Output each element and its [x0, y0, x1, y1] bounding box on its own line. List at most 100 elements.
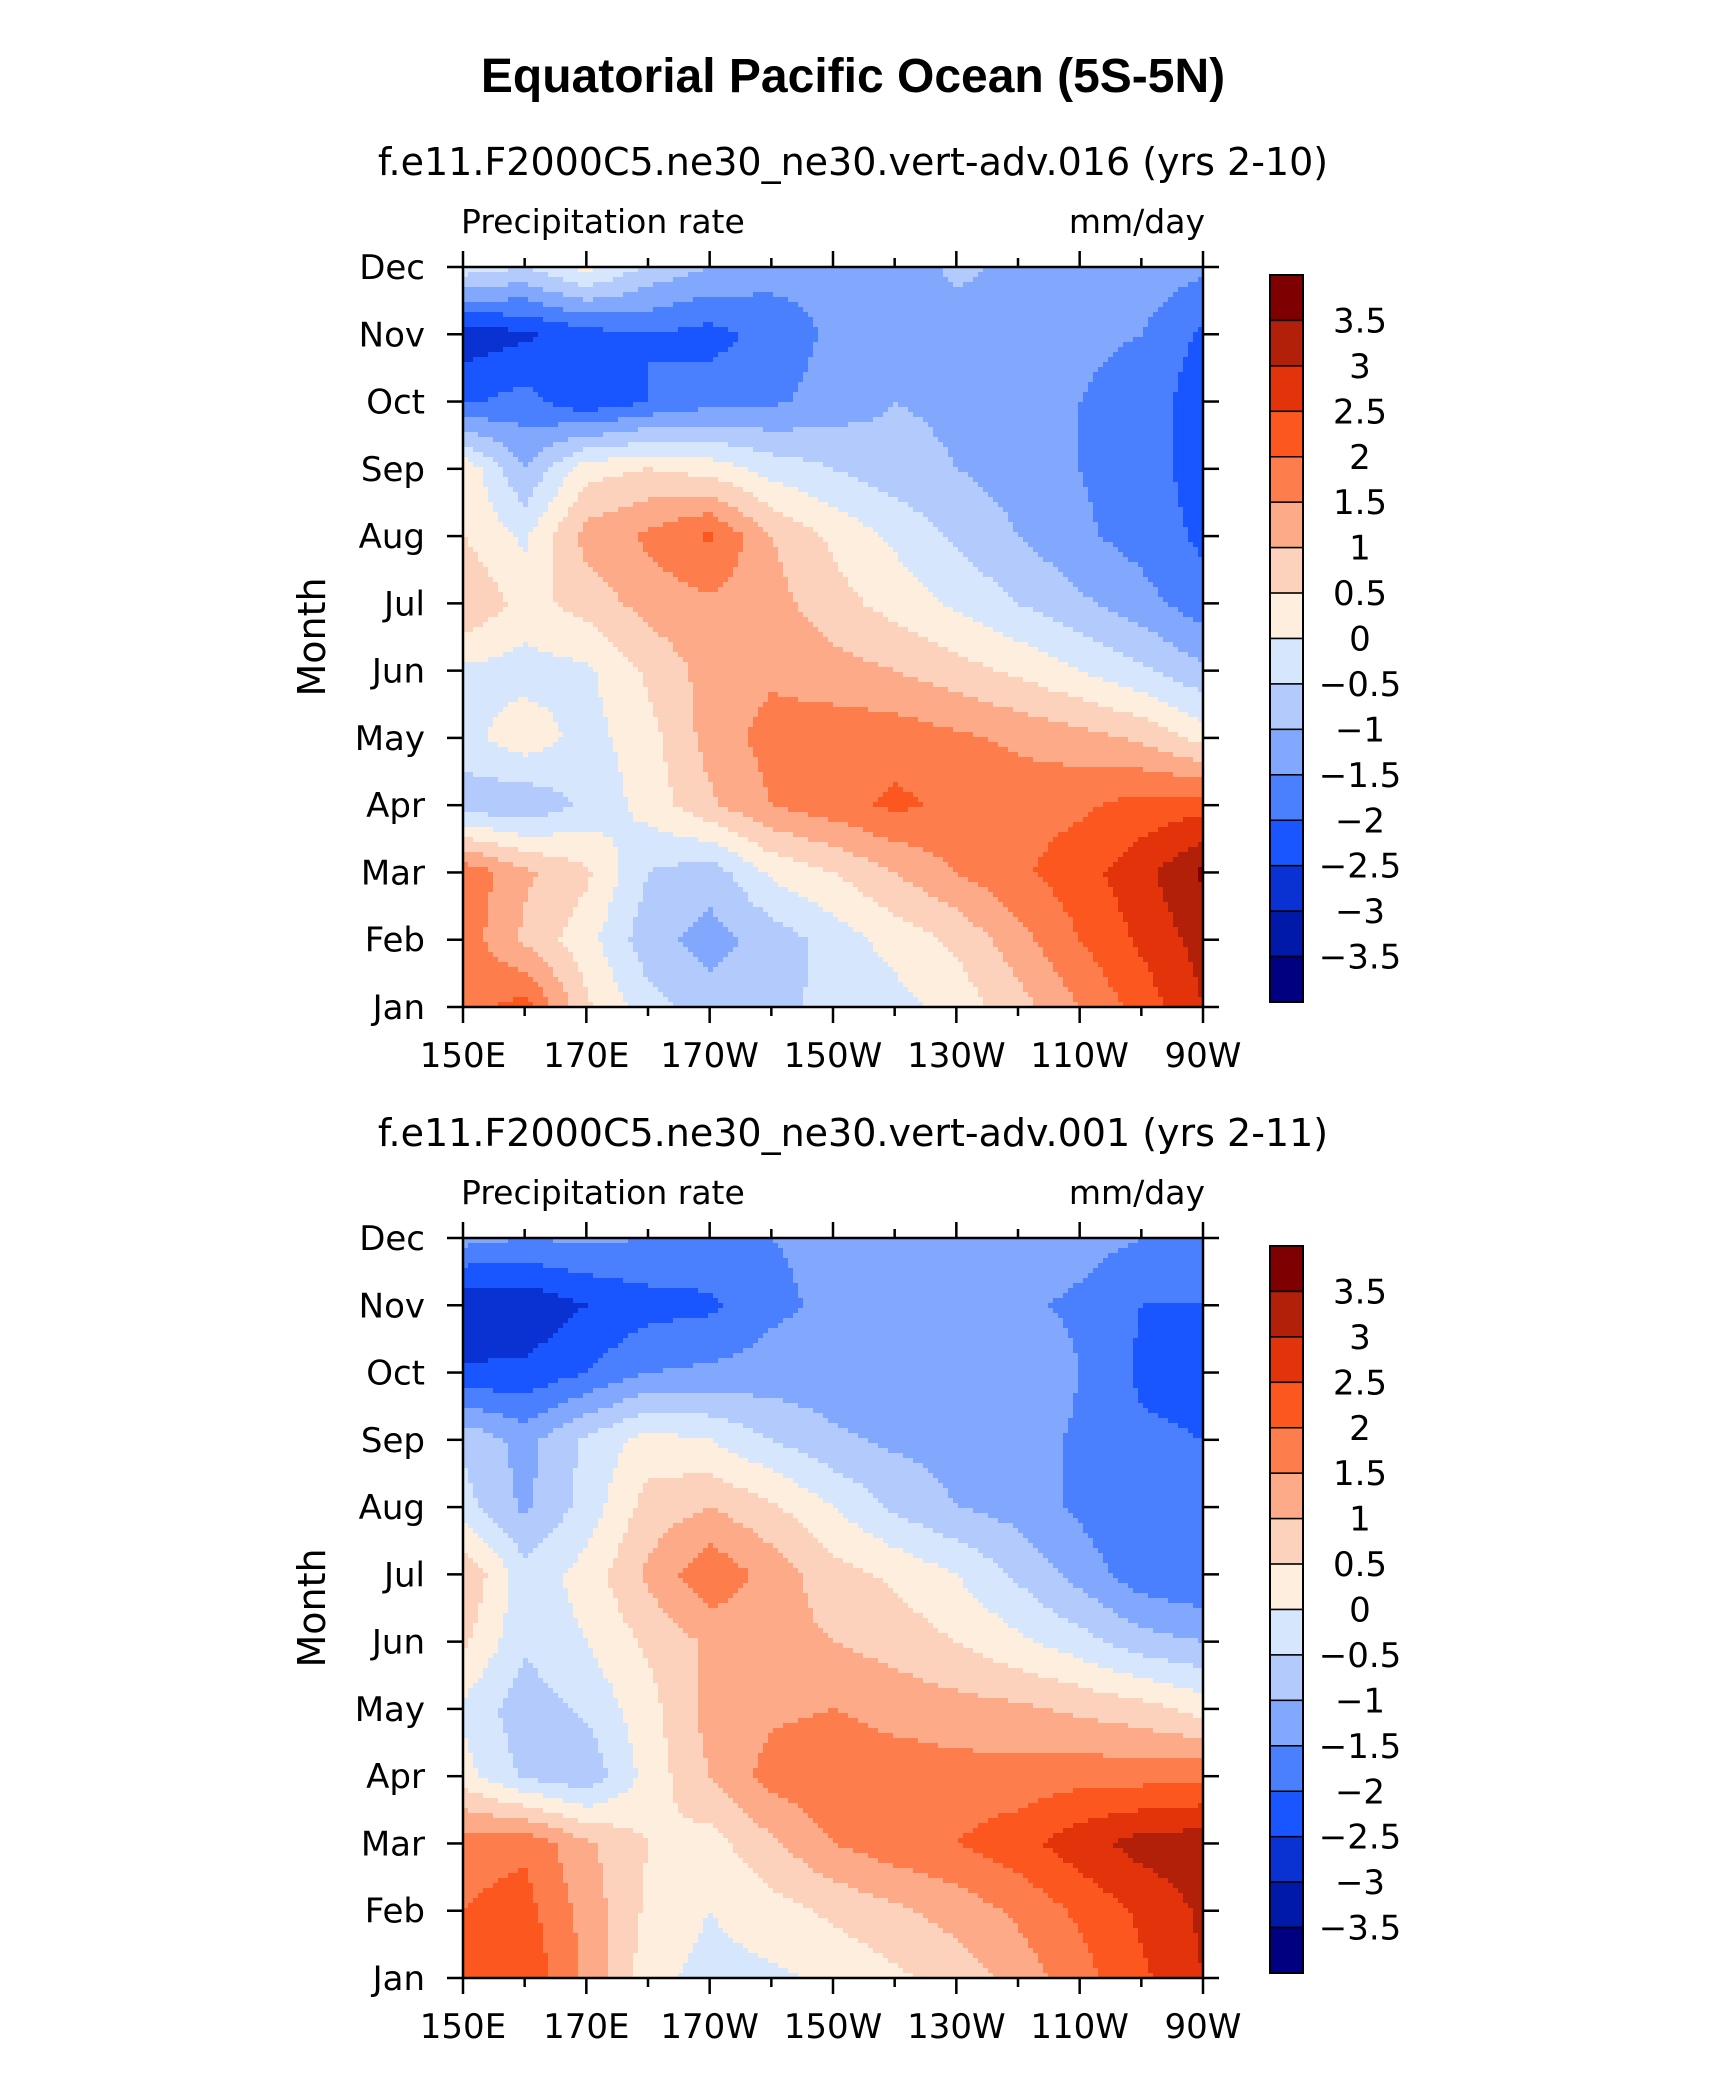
- contour-cell: [698, 367, 704, 373]
- contour-cell: [793, 347, 799, 353]
- contour-cell: [1073, 282, 1079, 288]
- contour-cell: [478, 382, 484, 388]
- contour-cell: [548, 282, 554, 288]
- contour-cell: [953, 407, 959, 413]
- contour-cell: [598, 337, 604, 343]
- contour-cell: [1068, 357, 1074, 363]
- contour-cell: [723, 362, 729, 368]
- contour-cell: [473, 292, 479, 298]
- contour-cell: [768, 397, 774, 403]
- contour-cell: [763, 402, 769, 408]
- contour-cell: [1098, 267, 1104, 273]
- contour-cell: [753, 387, 759, 393]
- contour-cell: [838, 287, 844, 293]
- contour-cell: [1013, 272, 1019, 278]
- contour-cell: [823, 372, 829, 378]
- contour-cell: [938, 352, 944, 358]
- contour-cell: [493, 287, 499, 293]
- contour-cell: [1143, 357, 1149, 363]
- contour-cell: [1198, 332, 1204, 338]
- contour-cell: [863, 317, 869, 323]
- contour-cell: [628, 432, 634, 438]
- contour-cell: [593, 332, 599, 338]
- contour-cell: [858, 332, 864, 338]
- contour-cell: [653, 377, 659, 383]
- contour-cell: [983, 367, 989, 373]
- contour-cell: [1018, 327, 1024, 333]
- contour-cell: [548, 427, 554, 433]
- contour-cell: [518, 327, 524, 333]
- contour-cell: [633, 412, 639, 418]
- contour-cell: [818, 282, 824, 288]
- contour-cell: [1178, 307, 1184, 313]
- contour-cell: [953, 387, 959, 393]
- contour-cell: [818, 277, 824, 283]
- contour-cell: [813, 382, 819, 388]
- contour-cell: [498, 292, 504, 298]
- contour-cell: [553, 317, 559, 323]
- contour-cell: [923, 297, 929, 303]
- contour-cell: [1048, 302, 1054, 308]
- contour-cell: [578, 372, 584, 378]
- contour-cell: [908, 432, 914, 438]
- contour-cell: [968, 332, 974, 338]
- contour-cell: [868, 322, 874, 328]
- contour-cell: [538, 342, 544, 348]
- contour-cell: [723, 337, 729, 343]
- contour-cell: [1118, 347, 1124, 353]
- contour-cell: [1173, 342, 1179, 348]
- contour-cell: [563, 302, 569, 308]
- contour-cell: [948, 397, 954, 403]
- contour-cell: [953, 382, 959, 388]
- contour-cell: [778, 422, 784, 428]
- contour-cell: [633, 352, 639, 358]
- contour-cell: [538, 297, 544, 303]
- contour-cell: [998, 357, 1004, 363]
- contour-cell: [963, 432, 969, 438]
- contour-cell: [898, 357, 904, 363]
- contour-cell: [698, 372, 704, 378]
- contour-cell: [1013, 307, 1019, 313]
- contour-cell: [798, 402, 804, 408]
- contour-cell: [908, 307, 914, 313]
- contour-cell: [923, 342, 929, 348]
- contour-cell: [638, 287, 644, 293]
- contour-cell: [533, 312, 539, 318]
- contour-cell: [1003, 337, 1009, 343]
- contour-cell: [1043, 397, 1049, 403]
- contour-cell: [1083, 277, 1089, 283]
- contour-cell: [883, 432, 889, 438]
- contour-cell: [518, 342, 524, 348]
- contour-cell: [768, 387, 774, 393]
- contour-cell: [488, 342, 494, 348]
- contour-cell: [908, 272, 914, 278]
- contour-cell: [713, 267, 719, 273]
- contour-cell: [553, 372, 559, 378]
- contour-cell: [1148, 422, 1154, 428]
- contour-cell: [888, 297, 894, 303]
- contour-cell: [813, 272, 819, 278]
- contour-cell: [538, 352, 544, 358]
- contour-cell: [868, 347, 874, 353]
- contour-cell: [1148, 367, 1154, 373]
- contour-cell: [1083, 347, 1089, 353]
- contour-cell: [513, 422, 519, 428]
- contour-cell: [583, 272, 589, 278]
- contour-cell: [553, 332, 559, 338]
- contour-cell: [978, 392, 984, 398]
- contour-cell: [1123, 267, 1129, 273]
- contour-cell: [558, 352, 564, 358]
- contour-cell: [503, 297, 509, 303]
- contour-cell: [1018, 332, 1024, 338]
- contour-cell: [908, 397, 914, 403]
- contour-cell: [488, 392, 494, 398]
- contour-cell: [518, 267, 524, 273]
- contour-cell: [1088, 332, 1094, 338]
- contour-cell: [1088, 297, 1094, 303]
- contour-cell: [908, 342, 914, 348]
- contour-cell: [888, 357, 894, 363]
- contour-cell: [498, 407, 504, 413]
- contour-cell: [1133, 332, 1139, 338]
- contour-cell: [1033, 347, 1039, 353]
- contour-cell: [993, 362, 999, 368]
